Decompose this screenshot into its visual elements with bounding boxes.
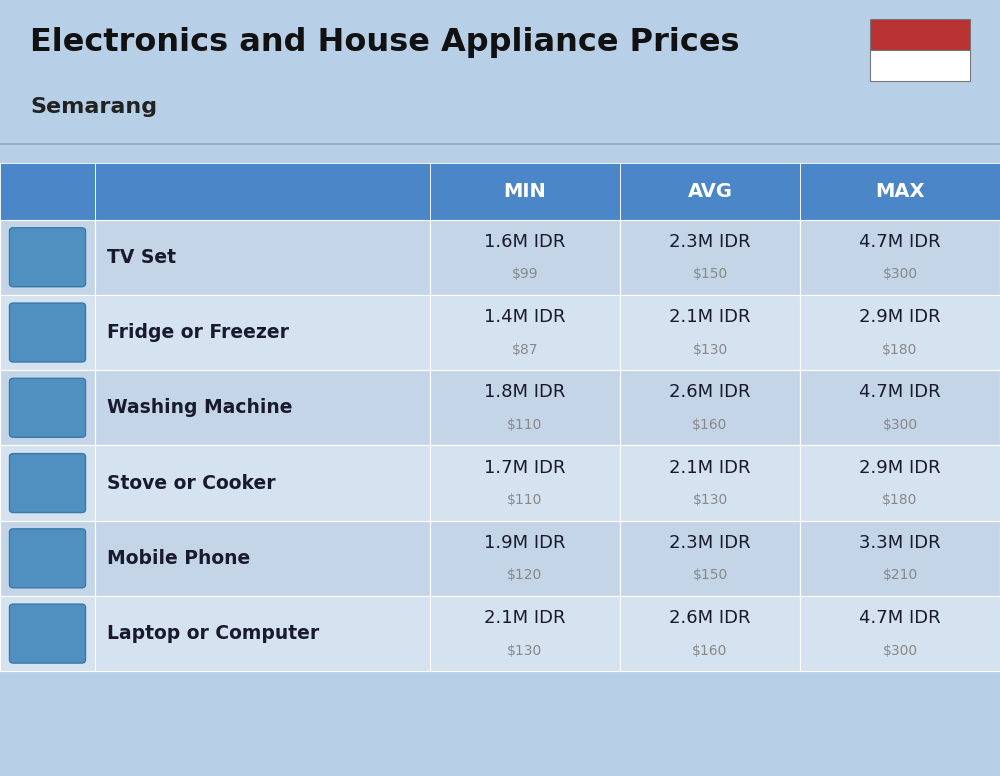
FancyBboxPatch shape [620, 295, 800, 370]
Text: $150: $150 [692, 267, 728, 282]
Text: 2.3M IDR: 2.3M IDR [669, 534, 751, 552]
FancyBboxPatch shape [0, 163, 95, 220]
Text: 2.1M IDR: 2.1M IDR [669, 308, 751, 326]
FancyBboxPatch shape [95, 370, 430, 445]
Text: Electronics and House Appliance Prices: Electronics and House Appliance Prices [30, 27, 740, 58]
FancyBboxPatch shape [870, 50, 970, 81]
Text: $160: $160 [692, 417, 728, 432]
FancyBboxPatch shape [430, 445, 620, 521]
FancyBboxPatch shape [95, 295, 430, 370]
Text: 2.6M IDR: 2.6M IDR [669, 609, 751, 627]
Text: 1.6M IDR: 1.6M IDR [484, 233, 566, 251]
FancyBboxPatch shape [620, 163, 800, 220]
FancyBboxPatch shape [800, 163, 1000, 220]
Text: 2.1M IDR: 2.1M IDR [484, 609, 566, 627]
FancyBboxPatch shape [9, 227, 86, 286]
Text: $210: $210 [882, 568, 918, 583]
FancyBboxPatch shape [0, 295, 95, 370]
FancyBboxPatch shape [620, 521, 800, 596]
FancyBboxPatch shape [800, 596, 1000, 671]
FancyBboxPatch shape [0, 370, 95, 445]
Text: 1.7M IDR: 1.7M IDR [484, 459, 566, 476]
FancyBboxPatch shape [800, 521, 1000, 596]
Text: $99: $99 [512, 267, 538, 282]
FancyBboxPatch shape [800, 370, 1000, 445]
Text: Fridge or Freezer: Fridge or Freezer [107, 323, 289, 342]
FancyBboxPatch shape [620, 370, 800, 445]
Text: 2.3M IDR: 2.3M IDR [669, 233, 751, 251]
Text: MAX: MAX [875, 182, 925, 201]
Text: $110: $110 [507, 493, 543, 508]
FancyBboxPatch shape [95, 163, 430, 220]
FancyBboxPatch shape [800, 220, 1000, 295]
Text: 2.1M IDR: 2.1M IDR [669, 459, 751, 476]
FancyBboxPatch shape [9, 303, 86, 362]
FancyBboxPatch shape [430, 370, 620, 445]
FancyBboxPatch shape [620, 220, 800, 295]
Text: 4.7M IDR: 4.7M IDR [859, 609, 941, 627]
Text: 4.7M IDR: 4.7M IDR [859, 233, 941, 251]
Text: $300: $300 [882, 643, 918, 658]
FancyBboxPatch shape [800, 295, 1000, 370]
Text: 3.3M IDR: 3.3M IDR [859, 534, 941, 552]
Text: Mobile Phone: Mobile Phone [107, 549, 250, 568]
FancyBboxPatch shape [95, 521, 430, 596]
FancyBboxPatch shape [95, 596, 430, 671]
Text: $130: $130 [692, 493, 728, 508]
Text: $130: $130 [692, 342, 728, 357]
FancyBboxPatch shape [430, 295, 620, 370]
FancyBboxPatch shape [95, 445, 430, 521]
Text: $150: $150 [692, 568, 728, 583]
FancyBboxPatch shape [9, 604, 86, 663]
Text: Semarang: Semarang [30, 97, 157, 117]
Text: $180: $180 [882, 342, 918, 357]
Text: 1.4M IDR: 1.4M IDR [484, 308, 566, 326]
FancyBboxPatch shape [620, 596, 800, 671]
Text: 1.8M IDR: 1.8M IDR [484, 383, 566, 401]
FancyBboxPatch shape [430, 220, 620, 295]
FancyBboxPatch shape [430, 163, 620, 220]
Text: $130: $130 [507, 643, 543, 658]
Text: $160: $160 [692, 643, 728, 658]
FancyBboxPatch shape [430, 596, 620, 671]
Text: Washing Machine: Washing Machine [107, 398, 292, 417]
FancyBboxPatch shape [870, 19, 970, 50]
Text: 4.7M IDR: 4.7M IDR [859, 383, 941, 401]
Text: $300: $300 [882, 417, 918, 432]
Text: 2.6M IDR: 2.6M IDR [669, 383, 751, 401]
FancyBboxPatch shape [9, 378, 86, 437]
FancyBboxPatch shape [430, 521, 620, 596]
Text: 2.9M IDR: 2.9M IDR [859, 459, 941, 476]
FancyBboxPatch shape [0, 521, 95, 596]
Text: TV Set: TV Set [107, 248, 176, 267]
FancyBboxPatch shape [0, 596, 95, 671]
FancyBboxPatch shape [0, 445, 95, 521]
Text: AVG: AVG [688, 182, 732, 201]
Text: $87: $87 [512, 342, 538, 357]
Text: MIN: MIN [504, 182, 546, 201]
FancyBboxPatch shape [620, 445, 800, 521]
Text: 2.9M IDR: 2.9M IDR [859, 308, 941, 326]
Text: $120: $120 [507, 568, 543, 583]
Text: Stove or Cooker: Stove or Cooker [107, 473, 276, 493]
FancyBboxPatch shape [9, 528, 86, 588]
Text: 1.9M IDR: 1.9M IDR [484, 534, 566, 552]
Text: $110: $110 [507, 417, 543, 432]
FancyBboxPatch shape [95, 220, 430, 295]
Text: Laptop or Computer: Laptop or Computer [107, 624, 319, 643]
FancyBboxPatch shape [9, 453, 86, 513]
Text: $300: $300 [882, 267, 918, 282]
Text: $180: $180 [882, 493, 918, 508]
FancyBboxPatch shape [0, 220, 95, 295]
FancyBboxPatch shape [800, 445, 1000, 521]
